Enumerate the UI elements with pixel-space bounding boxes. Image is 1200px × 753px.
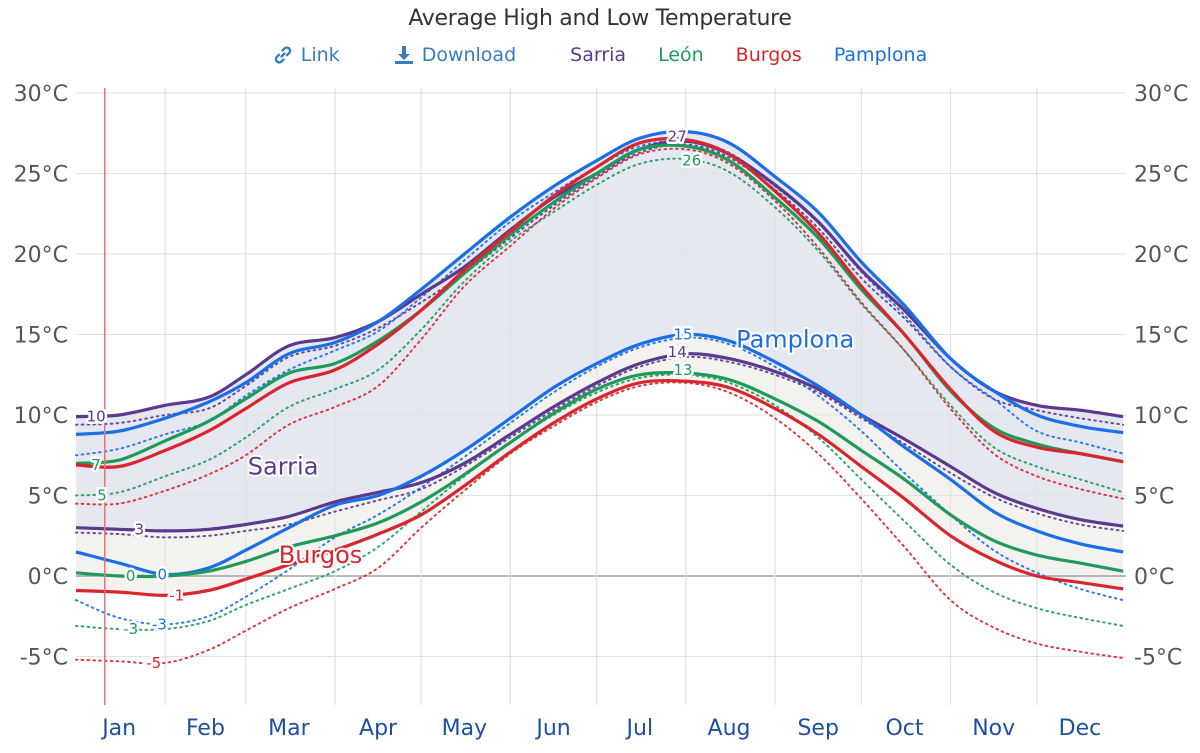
legend-item-pamplona[interactable]: Pamplona xyxy=(834,44,927,66)
legend-item-leon[interactable]: León xyxy=(658,44,704,66)
value-label: 0 xyxy=(158,565,168,583)
y-tick-right: 25°C xyxy=(1134,163,1188,188)
legend-label-burgos: Burgos xyxy=(735,44,802,66)
city-label-burgos: Burgos xyxy=(279,541,363,569)
series-sarria-low xyxy=(75,352,1124,533)
x-tick-sep: Sep xyxy=(797,716,838,741)
value-label: 15 xyxy=(673,326,692,344)
value-label: 5 xyxy=(97,487,107,505)
value-label: -3 xyxy=(152,615,167,633)
axes: 30°C 30°C25°C 25°C20°C 20°C15°C 15°C10°C 10°C… xyxy=(14,82,1189,741)
series-pamplona-high xyxy=(75,129,1124,436)
series-burgos-low xyxy=(75,378,1124,597)
y-tick-right: 10°C xyxy=(1134,404,1188,429)
band-low-range xyxy=(76,334,1124,596)
y-tick-left: 15°C xyxy=(14,324,68,349)
y-tick-right: 15°C xyxy=(1134,324,1188,349)
series-sarria-high-dotted xyxy=(75,143,1125,426)
series-le-n-low xyxy=(75,370,1124,579)
link-icon xyxy=(274,46,291,64)
link-button[interactable]: Link xyxy=(273,44,340,66)
series-burgos-low-dotted xyxy=(75,381,1125,665)
value-label: 3 xyxy=(135,520,145,538)
download-icon xyxy=(394,46,413,64)
y-tick-left: -5°C xyxy=(20,646,68,671)
y-tick-right: 0°C xyxy=(1134,565,1174,590)
download-label: Download xyxy=(421,44,517,66)
chart-toolbar: Link Download Sarria León Burgos Pamplon… xyxy=(0,44,1200,66)
y-tick-right: -5°C xyxy=(1134,646,1182,671)
y-tick-right: 20°C xyxy=(1134,243,1188,268)
x-tick-dec: Dec xyxy=(1059,716,1102,741)
x-tick-feb: Feb xyxy=(186,716,225,741)
series-burgos-high-dotted xyxy=(75,147,1125,506)
x-tick-apr: Apr xyxy=(359,716,398,741)
y-tick-left: 10°C xyxy=(14,404,68,429)
x-tick-oct: Oct xyxy=(885,716,923,741)
y-tick-left: 0°C xyxy=(28,565,68,590)
value-label: 0 xyxy=(126,567,136,585)
legend-label-leon: León xyxy=(658,44,704,66)
x-tick-jun: Jun xyxy=(534,716,570,741)
city-label-sarria: Sarria xyxy=(248,453,319,481)
legend-label-pamplona: Pamplona xyxy=(833,44,928,66)
city-label-pamplona: Pamplona xyxy=(736,325,854,353)
chart-title: Average High and Low Temperature xyxy=(408,6,792,31)
legend-label-sarria: Sarria xyxy=(570,44,627,66)
value-label: 13 xyxy=(673,361,692,379)
x-tick-aug: Aug xyxy=(708,716,751,741)
value-label: 10 xyxy=(87,408,106,426)
y-tick-left: 20°C xyxy=(14,243,68,268)
x-tick-nov: Nov xyxy=(972,716,1015,741)
series-pamplona-low-dotted xyxy=(75,336,1125,626)
y-tick-right: 30°C xyxy=(1134,82,1188,107)
legend-item-burgos[interactable]: Burgos xyxy=(736,44,802,66)
link-label: Link xyxy=(300,44,340,66)
y-tick-left: 30°C xyxy=(14,82,68,107)
value-label: 7 xyxy=(91,456,101,474)
value-label: 27 xyxy=(668,127,687,145)
series-lines xyxy=(75,129,1125,665)
y-tick-right: 5°C xyxy=(1134,485,1174,510)
value-label: -1 xyxy=(169,586,184,604)
series-sarria-low-dotted xyxy=(75,355,1125,539)
series-le-n-high-dotted xyxy=(75,157,1125,497)
value-label: -5 xyxy=(146,654,161,672)
x-tick-may: May xyxy=(442,716,487,741)
download-button[interactable]: Download xyxy=(394,44,516,66)
x-tick-jul: Jul xyxy=(625,716,654,741)
temperature-bands xyxy=(76,131,1124,596)
series-pamplona-low xyxy=(75,332,1124,577)
value-label: 14 xyxy=(668,343,687,361)
y-tick-left: 5°C xyxy=(28,485,68,510)
band-high-to-low xyxy=(76,131,1124,531)
x-tick-jan: Jan xyxy=(100,716,136,741)
series-burgos-high xyxy=(75,137,1124,469)
x-tick-mar: Mar xyxy=(268,716,310,741)
value-label: 26 xyxy=(682,152,701,170)
y-tick-left: 25°C xyxy=(14,163,68,188)
legend-item-sarria[interactable]: Sarria xyxy=(570,44,626,66)
series-le-n-low-dotted xyxy=(75,373,1125,631)
value-label: -3 xyxy=(123,620,138,638)
